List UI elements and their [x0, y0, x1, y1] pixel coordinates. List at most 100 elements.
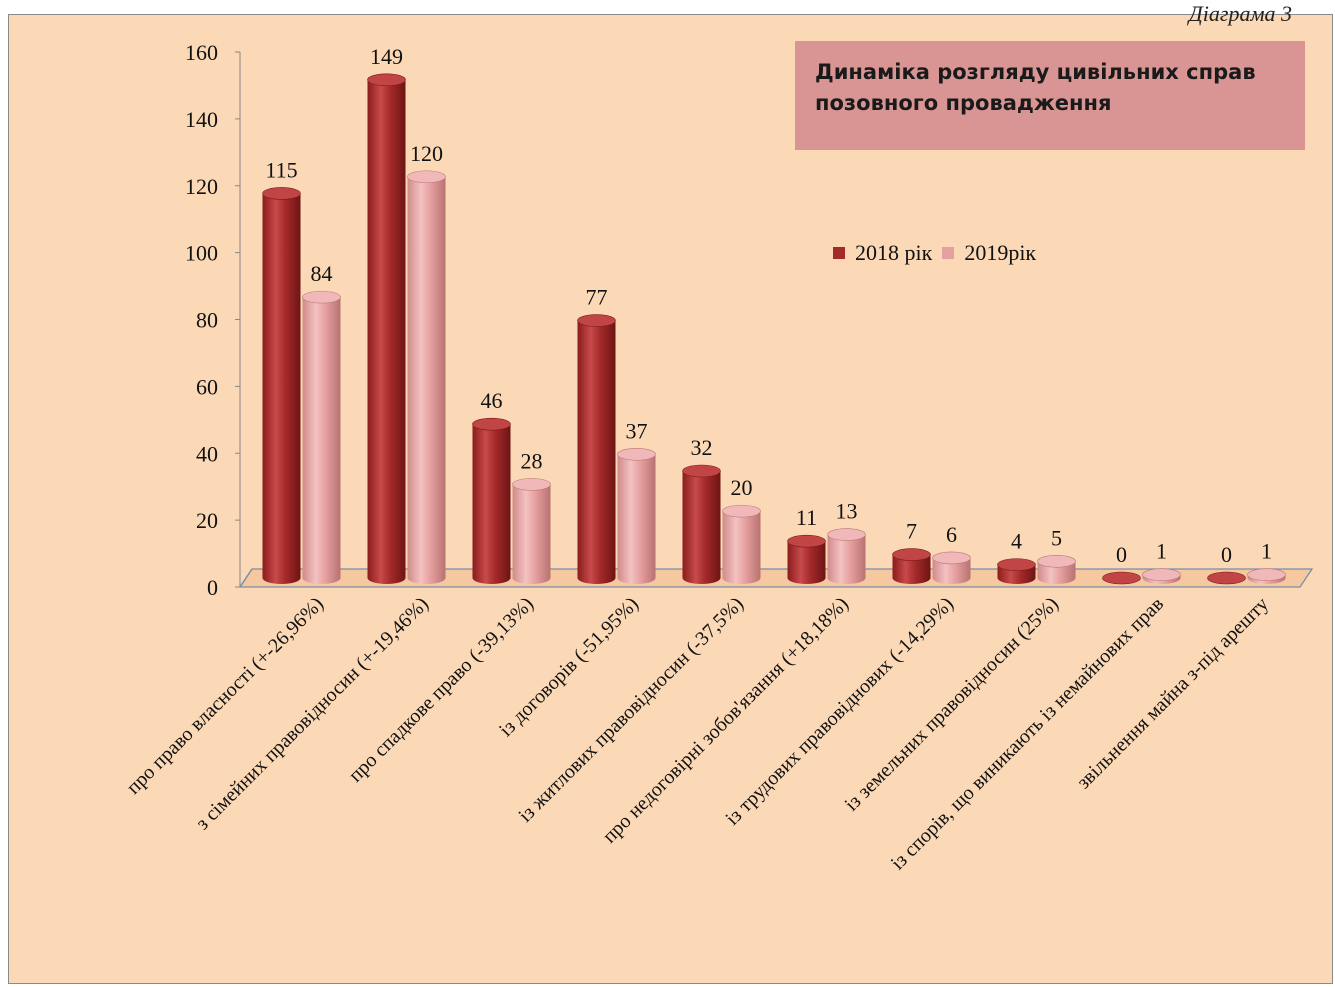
bar-2019 [1142, 568, 1181, 584]
bar-cap [367, 73, 406, 87]
y-tick-label: 160 [185, 40, 218, 65]
chart-frame: Діаграма 3 [8, 1, 1333, 984]
category-label: із житлових правовідносин (-37,5%) [514, 593, 748, 827]
y-tick-label: 120 [185, 174, 218, 199]
bar-cap [512, 478, 551, 491]
data-label: 4 [1011, 529, 1022, 554]
bar-body [892, 554, 931, 578]
bar-2019 [512, 478, 551, 584]
data-label: 1 [1261, 539, 1272, 564]
bar-2018 [892, 548, 931, 584]
y-tick-label: 40 [196, 441, 218, 466]
bar-cap [1247, 568, 1286, 581]
bar-body [472, 424, 511, 578]
category-label: про право власності (+-26,96%) [122, 593, 328, 799]
bar-base [577, 572, 616, 584]
y-tick-label: 80 [196, 308, 218, 333]
legend: 2018 рік 2019рік [833, 240, 1046, 266]
bar-cap [262, 187, 301, 200]
bar-2019 [1037, 554, 1076, 584]
data-label: 0 [1116, 542, 1127, 567]
bar-base [722, 572, 761, 584]
chart-title-box: Динаміка розгляду цивільних справ позовн… [795, 41, 1305, 150]
data-label: 84 [311, 261, 333, 286]
bar-2018 [997, 558, 1036, 584]
bar-cap [1207, 571, 1246, 585]
data-label: 28 [521, 448, 543, 473]
data-label: 0 [1221, 542, 1232, 567]
bar-cap [472, 417, 511, 431]
bar-body [262, 193, 301, 578]
bar-2018 [262, 187, 301, 584]
bar-2018 [577, 314, 616, 584]
bar-body [512, 484, 551, 578]
data-label: 37 [626, 418, 648, 443]
bar-base [892, 572, 931, 584]
bar-cap [722, 504, 761, 518]
legend-item-2019: 2019рік [942, 240, 1036, 266]
bar-2019 [722, 504, 761, 584]
bar-body [302, 297, 341, 578]
bar-2019 [1247, 568, 1286, 584]
bar-2019 [407, 170, 446, 584]
bar-2018 [472, 417, 511, 584]
bar-cap [827, 528, 866, 541]
data-label: 5 [1051, 525, 1062, 550]
legend-item-2018: 2018 рік [833, 240, 932, 266]
y-tick-label: 0 [207, 575, 218, 600]
bar-body [827, 534, 866, 578]
bar-cap [932, 551, 971, 565]
bar-base [407, 572, 446, 584]
data-label: 20 [731, 475, 753, 500]
y-tick-label: 20 [196, 508, 218, 533]
bar-2019 [827, 528, 866, 584]
data-label: 1 [1156, 539, 1167, 564]
legend-swatch-2018 [833, 247, 845, 259]
bar-base [262, 572, 301, 584]
bar-cap [617, 447, 656, 461]
category-label: з сімейних правовідносин (+-19,46%) [192, 593, 433, 834]
corner-caption: Діаграма 3 [1188, 1, 1292, 26]
bar-cap [302, 290, 341, 304]
legend-label-2019: 2019рік [964, 240, 1037, 265]
bar-base [512, 572, 551, 584]
data-label: 7 [906, 519, 917, 544]
category-label: із трудових правовіднових (-14,29%) [721, 593, 958, 830]
data-label: 13 [836, 499, 858, 524]
data-label: 6 [946, 522, 957, 547]
bar-base [827, 572, 866, 584]
data-label: 77 [586, 285, 608, 310]
bar-2018 [1102, 571, 1141, 585]
data-label: 46 [481, 388, 503, 413]
bar-body [682, 471, 721, 578]
bar-body [617, 454, 656, 578]
bar-2018 [367, 73, 406, 584]
bar-cap [1142, 568, 1181, 581]
data-label: 149 [370, 44, 403, 69]
bar-cap [577, 314, 616, 327]
bar-cap [892, 548, 931, 561]
bar-2019 [617, 447, 656, 584]
bar-2018 [682, 464, 721, 584]
bar-base [682, 572, 721, 584]
y-tick-label: 140 [185, 107, 218, 132]
bar-2018 [1207, 571, 1246, 585]
category-label: звільнення майна з-під арешту [1073, 593, 1273, 793]
legend-label-2018: 2018 рік [855, 240, 933, 265]
data-label: 32 [691, 435, 713, 460]
bar-2019 [932, 551, 971, 584]
bar-cap [407, 170, 446, 184]
bar-cap [787, 534, 826, 548]
data-label: 115 [265, 157, 297, 182]
bar-body [407, 176, 446, 578]
floor-edge [239, 568, 253, 588]
bar-2018 [787, 534, 826, 584]
bar-body [722, 511, 761, 578]
bar-base [302, 572, 341, 584]
bar-cap [997, 558, 1036, 571]
bar-cap [1037, 554, 1076, 568]
chart-title: Динаміка розгляду цивільних справ позовн… [815, 60, 1256, 115]
bars-layer [262, 73, 1286, 585]
category-label: про спадкове право (-39,13%) [344, 593, 538, 787]
